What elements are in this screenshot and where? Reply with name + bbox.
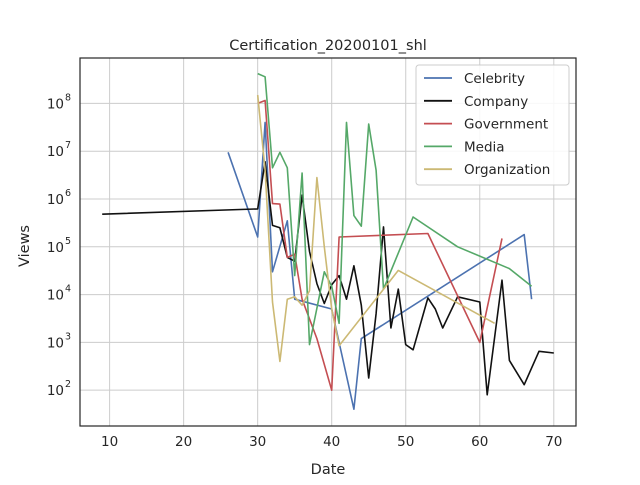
y-tick-label: 10 xyxy=(47,383,64,399)
x-axis-label: Date xyxy=(311,462,346,478)
x-tick-label: 70 xyxy=(545,434,562,450)
y-tick-exponent: 8 xyxy=(65,92,71,103)
y-tick-exponent: 5 xyxy=(65,236,71,247)
y-tick-exponent: 4 xyxy=(65,284,71,295)
series-line-organization xyxy=(256,94,495,363)
x-tick-label: 50 xyxy=(397,434,414,450)
x-tick-label: 10 xyxy=(101,434,118,450)
x-tick-label: 40 xyxy=(323,434,340,450)
x-axis-ticks: 10 20 30 40 50 60 70 xyxy=(101,434,562,450)
chart-title: Certification_20200101_shl xyxy=(229,38,427,54)
y-tick-label: 10 xyxy=(47,335,64,351)
legend-label: Company xyxy=(464,94,528,110)
legend-label: Celebrity xyxy=(464,71,525,87)
series-line-celebrity xyxy=(227,121,533,411)
series-line-company xyxy=(102,161,554,396)
y-tick-exponent: 2 xyxy=(65,379,71,390)
x-tick-label: 60 xyxy=(471,434,488,450)
y-tick-exponent: 6 xyxy=(65,188,71,199)
legend-label: Organization xyxy=(464,162,550,178)
series-line-government xyxy=(257,99,503,392)
y-tick-label: 10 xyxy=(47,96,64,112)
x-tick-label: 30 xyxy=(249,434,266,450)
y-tick-label: 10 xyxy=(47,288,64,304)
x-tick-label: 20 xyxy=(175,434,192,450)
y-tick-exponent: 7 xyxy=(65,140,71,151)
legend-label: Government xyxy=(464,117,548,133)
y-axis-label: Views xyxy=(17,225,33,267)
y-tick-exponent: 3 xyxy=(65,331,71,342)
legend-box xyxy=(415,64,570,186)
legend-label: Media xyxy=(464,139,505,155)
series-line-media xyxy=(257,72,533,346)
plot-frame xyxy=(79,57,577,427)
y-tick-label: 10 xyxy=(47,192,64,208)
series-lines xyxy=(102,72,554,411)
y-tick-label: 10 xyxy=(47,240,64,256)
y-tick-label: 10 xyxy=(47,144,64,160)
legend: Celebrity Company Government Media Organizat… xyxy=(415,64,570,186)
